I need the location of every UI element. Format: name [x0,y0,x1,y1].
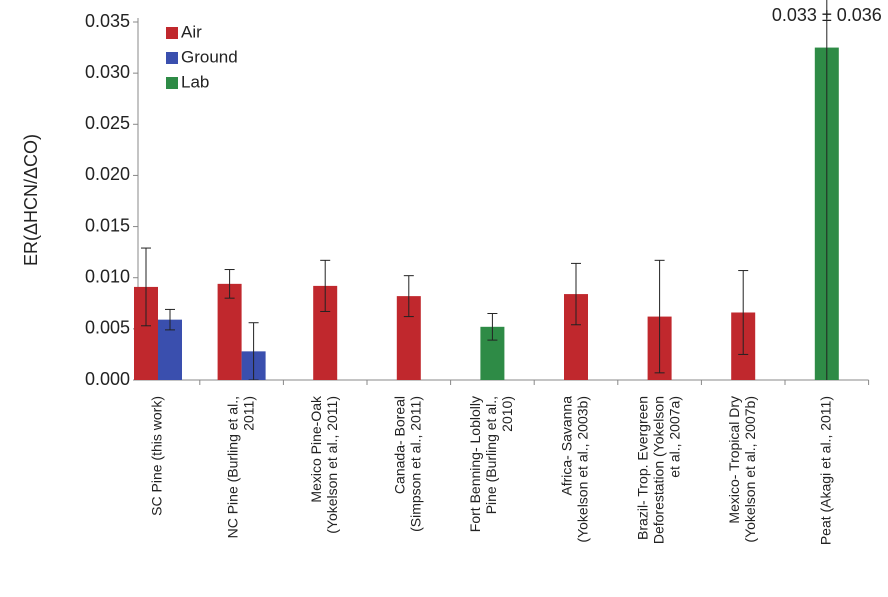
x-tick-label: Deforestation (Yokelson [650,396,666,544]
x-tick-label: Canada- Boreal [392,396,408,494]
y-tick-label: 0.010 [85,266,130,286]
x-tick-label: SC Pine (this work) [149,396,165,516]
error-bar [248,322,259,380]
error-bar [487,313,498,341]
x-tick-label: (Yokelson et al., 2003b) [575,396,591,543]
x-tick-label: 2011) [240,396,256,431]
error-bar [141,247,151,327]
x-tick-label: et al., 2007a) [666,396,682,478]
x-tick-label: (Yokelson et al., 2011) [324,396,340,534]
legend-swatch [166,52,178,64]
x-tick-label: Africa- Savanna [559,396,575,496]
x-tick-label: Pine (Burling et al., [483,396,499,514]
x-tick-label: 2010) [499,396,515,432]
x-tick-label: (Simpson et al., 2011) [408,396,424,532]
y-tick-label: 0.035 [85,11,130,31]
x-tick-label: Brazil- Trop. Evergreen [634,396,650,540]
y-tick-label: 0.015 [85,215,130,235]
error-bar [165,308,175,331]
y-tick-label: 0.000 [85,369,130,389]
y-tick-label: 0.005 [85,318,130,338]
x-tick-label: NC Pine (Burling et al., [224,396,240,538]
y-axis-label: ER(ΔHCN/ΔCO) [21,134,41,266]
x-tick-label: Peat (Akagi et al., 2011) [818,396,834,545]
plot-area [141,0,828,380]
y-tick-label: 0.030 [85,62,130,82]
x-tick-label: (Yokelson et al., 2007b) [742,396,758,543]
error-bar [826,0,828,380]
error-bar [224,269,235,299]
legend-label: Ground [181,47,238,66]
error-bar [320,259,331,312]
bar [217,283,242,380]
legend-label: Lab [181,72,209,91]
error-bar [738,270,749,355]
error-bar [654,259,665,374]
legend-swatch [166,27,178,39]
y-tick-label: 0.020 [85,164,130,184]
x-tick-label: Mexico Pine-Oak [308,395,324,503]
y-tick-label: 0.025 [85,113,130,133]
legend-label: Air [181,22,202,41]
error-bar [403,275,414,318]
x-tick-label: Fort Benning- Loblolly [467,396,483,532]
legend-swatch [166,77,178,89]
error-bar [571,262,581,326]
x-tick-label: Mexico- Tropical Dry [726,396,742,524]
